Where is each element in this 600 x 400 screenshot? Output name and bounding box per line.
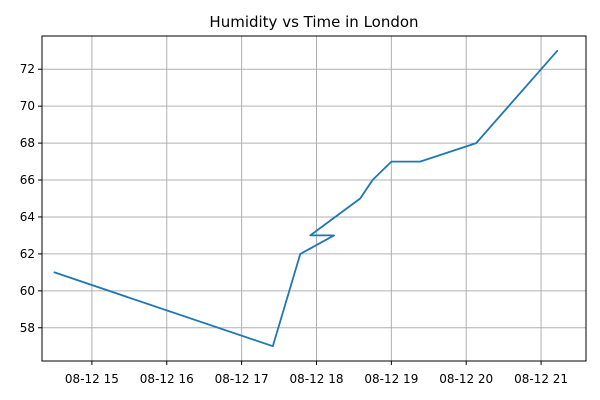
x-tick-label: 08-12 21 [514, 372, 568, 386]
chart-title: Humidity vs Time in London [209, 13, 418, 31]
x-tick-label: 08-12 20 [439, 372, 493, 386]
plot-area-frame [41, 35, 587, 362]
y-tick-label: 72 [20, 62, 35, 76]
x-tick-label: 08-12 16 [140, 372, 194, 386]
series-layer [53, 49, 559, 348]
x-tick-label: 08-12 17 [215, 372, 269, 386]
x-tick-label: 08-12 19 [364, 372, 418, 386]
y-tick-label: 60 [20, 284, 35, 298]
x-axis-ticks: 08-12 15 08-12 16 08-12 17 08-12 18 08-12 19… [65, 361, 568, 386]
y-axis-ticks: 58 60 62 64 66 68 70 72 [20, 62, 42, 335]
y-tick-label: 70 [20, 99, 35, 113]
y-tick-label: 64 [20, 210, 35, 224]
y-tick-label: 66 [20, 173, 35, 187]
y-tick-label: 68 [20, 136, 35, 150]
grid-lines [42, 36, 586, 361]
y-tick-label: 62 [20, 247, 35, 261]
x-tick-label: 08-12 15 [65, 372, 119, 386]
x-tick-label: 08-12 18 [290, 372, 344, 386]
humidity-series-line [53, 49, 559, 348]
y-tick-label: 58 [20, 321, 35, 335]
